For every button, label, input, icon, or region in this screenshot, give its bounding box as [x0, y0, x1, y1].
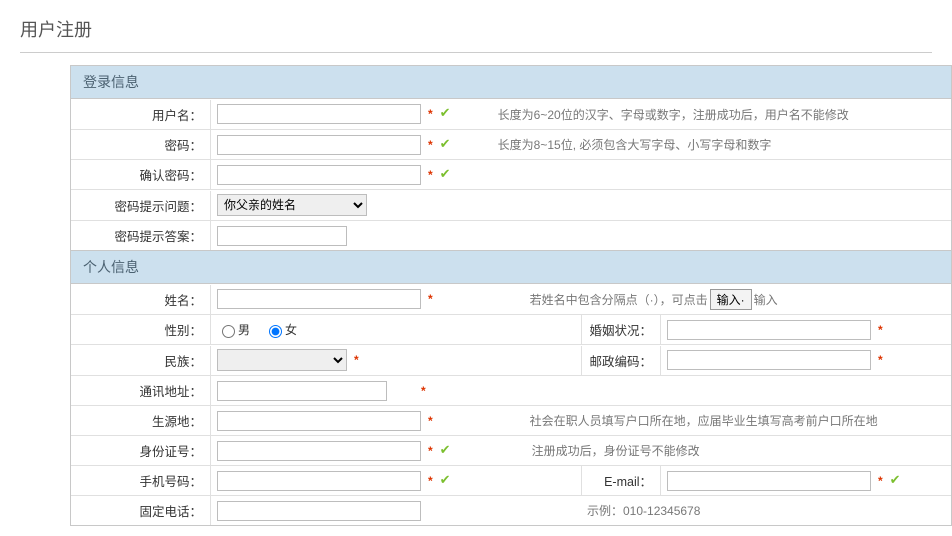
- hint-origin: 社会在职人员填写户口所在地，应届毕业生填写高考前户口所在地: [530, 412, 878, 429]
- label-landline: 固定电话：: [71, 496, 211, 525]
- row-password: 密码： * 长度为8~15位, 必须包含大写字母、小写字母和数字: [71, 129, 951, 159]
- page-title: 用户注册: [20, 10, 932, 53]
- required-mark: *: [428, 444, 433, 458]
- marital-input[interactable]: [667, 320, 871, 340]
- row-mobile-email: 手机号码： * E-mail： *: [71, 465, 951, 495]
- hint-name-pre: 若姓名中包含分隔点（·），可点击: [530, 291, 708, 308]
- row-gender-marital: 性别： 男 女 婚姻状况： *: [71, 314, 951, 344]
- address-input[interactable]: [217, 381, 387, 401]
- label-address: 通讯地址：: [71, 376, 211, 405]
- name-input[interactable]: [217, 289, 421, 309]
- label-gender: 性别：: [71, 315, 211, 344]
- check-icon: [440, 108, 454, 120]
- row-hint-question: 密码提示问题： 你父亲的姓名: [71, 189, 951, 220]
- label-name: 姓名：: [71, 285, 211, 314]
- hint-question-select[interactable]: 你父亲的姓名: [217, 194, 367, 216]
- hint-password: 长度为8~15位, 必须包含大写字母、小写字母和数字: [498, 136, 772, 153]
- section-personal-header: 个人信息: [71, 250, 951, 284]
- gender-male-radio[interactable]: [222, 325, 235, 338]
- required-mark: *: [428, 292, 433, 306]
- row-address: 通讯地址： *: [71, 375, 951, 405]
- required-mark: *: [428, 107, 433, 121]
- label-hint-answer: 密码提示答案：: [71, 221, 211, 250]
- label-idno: 身份证号：: [71, 436, 211, 465]
- check-icon: [440, 445, 454, 457]
- email-input[interactable]: [667, 471, 871, 491]
- row-hint-answer: 密码提示答案：: [71, 220, 951, 250]
- row-origin: 生源地： * 社会在职人员填写户口所在地，应届毕业生填写高考前户口所在地: [71, 405, 951, 435]
- required-mark: *: [878, 353, 883, 367]
- section-login-header: 登录信息: [71, 66, 951, 99]
- hint-name-post: 输入: [754, 291, 778, 308]
- password-input[interactable]: [217, 135, 421, 155]
- required-mark: *: [878, 474, 883, 488]
- required-mark: *: [354, 353, 359, 367]
- hint-username: 长度为6~20位的汉字、字母或数字，注册成功后，用户名不能修改: [498, 106, 849, 123]
- hint-idno: 注册成功后，身份证号不能修改: [532, 442, 700, 459]
- label-password: 密码：: [71, 130, 211, 159]
- required-mark: *: [878, 323, 883, 337]
- required-mark: *: [421, 384, 426, 398]
- label-username: 用户名：: [71, 100, 211, 129]
- hint-answer-input[interactable]: [217, 226, 347, 246]
- required-mark: *: [428, 414, 433, 428]
- required-mark: *: [428, 168, 433, 182]
- row-idno: 身份证号： * 注册成功后，身份证号不能修改: [71, 435, 951, 465]
- label-marital: 婚姻状况：: [581, 315, 661, 344]
- registration-form: 登录信息 用户名： * 长度为6~20位的汉字、字母或数字，注册成功后，用户名不…: [70, 65, 952, 526]
- row-name: 姓名： * 若姓名中包含分隔点（·），可点击 输入· 输入: [71, 284, 951, 314]
- ethnicity-select[interactable]: [217, 349, 347, 371]
- check-icon: [440, 139, 454, 151]
- label-mobile: 手机号码：: [71, 466, 211, 495]
- label-postcode: 邮政编码：: [581, 346, 661, 375]
- landline-input[interactable]: [217, 501, 421, 521]
- row-ethnicity-postcode: 民族： * 邮政编码： *: [71, 344, 951, 375]
- gender-male-label: 男: [238, 321, 250, 338]
- gender-female-radio[interactable]: [269, 325, 282, 338]
- row-confirm-password: 确认密码： *: [71, 159, 951, 189]
- confirm-password-input[interactable]: [217, 165, 421, 185]
- required-mark: *: [428, 474, 433, 488]
- mobile-input[interactable]: [217, 471, 421, 491]
- label-origin: 生源地：: [71, 406, 211, 435]
- row-username: 用户名： * 长度为6~20位的汉字、字母或数字，注册成功后，用户名不能修改: [71, 99, 951, 129]
- check-icon: [440, 475, 454, 487]
- label-confirm-password: 确认密码：: [71, 160, 211, 189]
- gender-female-label: 女: [285, 321, 297, 338]
- check-icon: [890, 475, 904, 487]
- idno-input[interactable]: [217, 441, 421, 461]
- row-landline: 固定电话： 示例：010-12345678: [71, 495, 951, 525]
- required-mark: *: [428, 138, 433, 152]
- insert-dot-button[interactable]: 输入·: [710, 289, 752, 310]
- username-input[interactable]: [217, 104, 421, 124]
- label-ethnicity: 民族：: [71, 346, 211, 375]
- check-icon: [440, 169, 454, 181]
- label-hint-question: 密码提示问题：: [71, 191, 211, 220]
- hint-landline: 示例：010-12345678: [587, 502, 700, 519]
- postcode-input[interactable]: [667, 350, 871, 370]
- origin-input[interactable]: [217, 411, 421, 431]
- label-email: E-mail：: [581, 466, 661, 495]
